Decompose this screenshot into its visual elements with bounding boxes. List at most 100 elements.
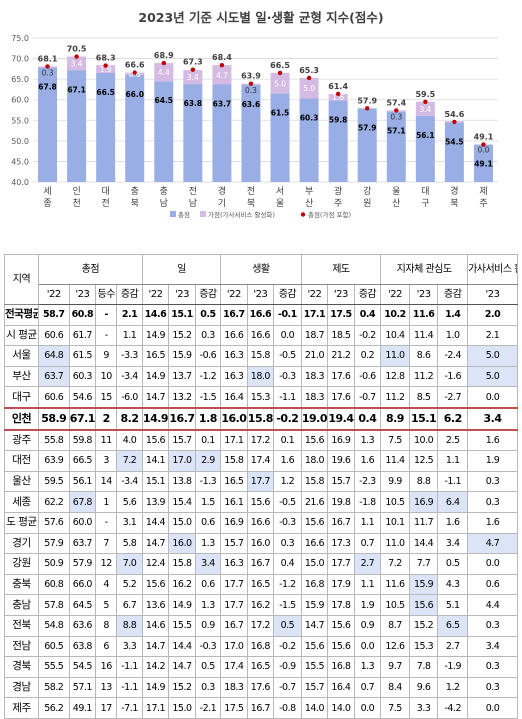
- value-cell: 15.2: [168, 324, 196, 347]
- total-with-bonus-label: 66.6: [125, 61, 145, 70]
- value-cell: 15.8: [168, 553, 196, 575]
- x-tick-label: 부: [305, 186, 313, 197]
- value-cell: 58.7: [37, 304, 70, 326]
- value-cell: 13.8: [168, 470, 196, 493]
- value-cell: 59.5: [37, 470, 70, 493]
- value-cell: 1.1: [116, 324, 143, 347]
- value-cell: 15.6: [246, 491, 275, 513]
- bar-total: [241, 84, 261, 182]
- bar-value-label: 57.9: [358, 123, 377, 132]
- value-cell: 17.4: [246, 450, 275, 472]
- value-cell: 0.1: [194, 429, 222, 452]
- table-row: 부산 63.7 60.3 10 -3.4 14.9 13.7 -1.2 16.3 18.0 -0.3…: [4, 365, 518, 388]
- value-cell: 54.6: [68, 386, 97, 409]
- legend-swatch: [170, 211, 176, 217]
- value-cell: 16.4: [220, 386, 248, 409]
- value-cell: 11.7: [408, 511, 439, 534]
- value-cell: 13.9: [141, 491, 170, 513]
- y-tick-label: 65.0: [11, 75, 29, 84]
- total-with-bonus-marker: [74, 54, 79, 59]
- value-cell: 18.3: [300, 386, 329, 409]
- value-cell: 8.9: [380, 406, 410, 431]
- value-cell: 18.0: [246, 365, 275, 388]
- value-cell: 61.5: [68, 345, 97, 367]
- value-cell: 16.0: [168, 532, 196, 555]
- value-cell: -3.4: [116, 470, 143, 493]
- value-cell: 17.5: [220, 697, 248, 719]
- value-cell: 14.7: [168, 656, 196, 678]
- data-table: 지역 총점 일 생활 제도 지자체 관심도 가사서비스 활성화(가점) '22'…: [4, 254, 518, 719]
- value-cell: 10.0: [408, 429, 439, 452]
- value-cell: 63.7: [68, 532, 97, 555]
- value-cell: 0.3: [194, 324, 222, 347]
- value-cell: 10: [95, 365, 118, 388]
- value-cell: -0.2: [353, 324, 382, 347]
- value-cell: 19.6: [327, 450, 355, 472]
- x-tick-label: 강: [363, 186, 371, 197]
- value-cell: 0.5: [273, 614, 302, 637]
- bar-total: [38, 67, 58, 182]
- value-cell: -1.3: [194, 470, 222, 493]
- value-cell: 8.8: [116, 614, 143, 637]
- value-cell: 58.2: [37, 676, 70, 699]
- table-row: 광주 55.8 59.8 11 4.0 15.6 15.7 0.1 17.1 17.2 0.1 15.…: [4, 429, 518, 452]
- subheader-cell: 증감: [194, 284, 222, 305]
- value-cell: 1.8: [194, 406, 222, 431]
- value-cell: 14.7: [300, 614, 329, 637]
- legend-marker: [300, 212, 306, 217]
- x-tick-label: 전: [189, 186, 197, 197]
- value-cell: 63.8: [68, 635, 97, 658]
- x-tick-label: 광: [334, 185, 342, 197]
- total-with-bonus-marker: [45, 64, 50, 69]
- value-cell: 16.6: [246, 324, 275, 347]
- value-cell: 0.3: [467, 656, 518, 678]
- value-cell: 14.7: [141, 532, 170, 555]
- region-cell: 경기: [4, 532, 39, 555]
- value-cell: 57.8: [37, 594, 70, 616]
- value-cell: 0.5: [194, 656, 222, 678]
- value-cell: 8: [95, 614, 118, 637]
- total-with-bonus-marker: [365, 106, 370, 111]
- value-cell: 6.5: [437, 614, 469, 637]
- value-cell: 16.4: [327, 676, 355, 699]
- x-tick-label: 남: [160, 198, 168, 209]
- value-cell: 7: [95, 532, 118, 555]
- value-cell: 3.4: [467, 635, 518, 658]
- total-with-bonus-marker: [103, 63, 108, 68]
- bar-bonus: [212, 65, 232, 85]
- total-with-bonus-label: 61.4: [328, 82, 348, 91]
- value-cell: 21.2: [327, 345, 355, 367]
- region-cell: 광주: [4, 429, 39, 452]
- value-cell: 0.3: [467, 491, 518, 513]
- value-cell: 4.4: [467, 594, 518, 616]
- y-tick-label: 40.0: [11, 178, 29, 187]
- subheader-cell: 등수: [95, 284, 118, 305]
- value-cell: 15.8: [300, 470, 329, 493]
- bar-value-label: 49.1: [474, 160, 493, 169]
- value-cell: 11.2: [380, 386, 410, 409]
- value-cell: 14.7: [141, 386, 170, 409]
- total-with-bonus-label: 68.3: [96, 54, 116, 63]
- value-cell: 7.2: [380, 553, 410, 575]
- value-cell: 12: [95, 553, 118, 575]
- value-cell: 16.7: [168, 406, 196, 431]
- y-tick-label: 75.0: [11, 34, 29, 43]
- value-cell: 0.0: [353, 697, 382, 719]
- value-cell: 13.2: [168, 386, 196, 409]
- total-with-bonus-marker: [452, 119, 457, 125]
- value-cell: 16.7: [246, 697, 275, 719]
- value-cell: 1.6: [353, 450, 382, 472]
- x-tick-label: 대: [102, 186, 110, 197]
- total-with-bonus-label: 68.9: [154, 51, 174, 60]
- value-cell: 3.4: [437, 532, 469, 555]
- y-tick-label: 60.0: [11, 96, 29, 105]
- value-cell: 60.8: [68, 304, 97, 326]
- value-cell: -0.5: [273, 491, 302, 513]
- value-cell: 0.4: [353, 304, 382, 326]
- value-cell: 13.7: [168, 365, 196, 388]
- value-cell: 50.9: [37, 553, 70, 575]
- bar-value-label: 66.0: [125, 90, 144, 99]
- value-cell: 16.0: [246, 532, 275, 555]
- total-with-bonus-marker: [161, 60, 166, 66]
- value-cell: 12.6: [380, 635, 410, 658]
